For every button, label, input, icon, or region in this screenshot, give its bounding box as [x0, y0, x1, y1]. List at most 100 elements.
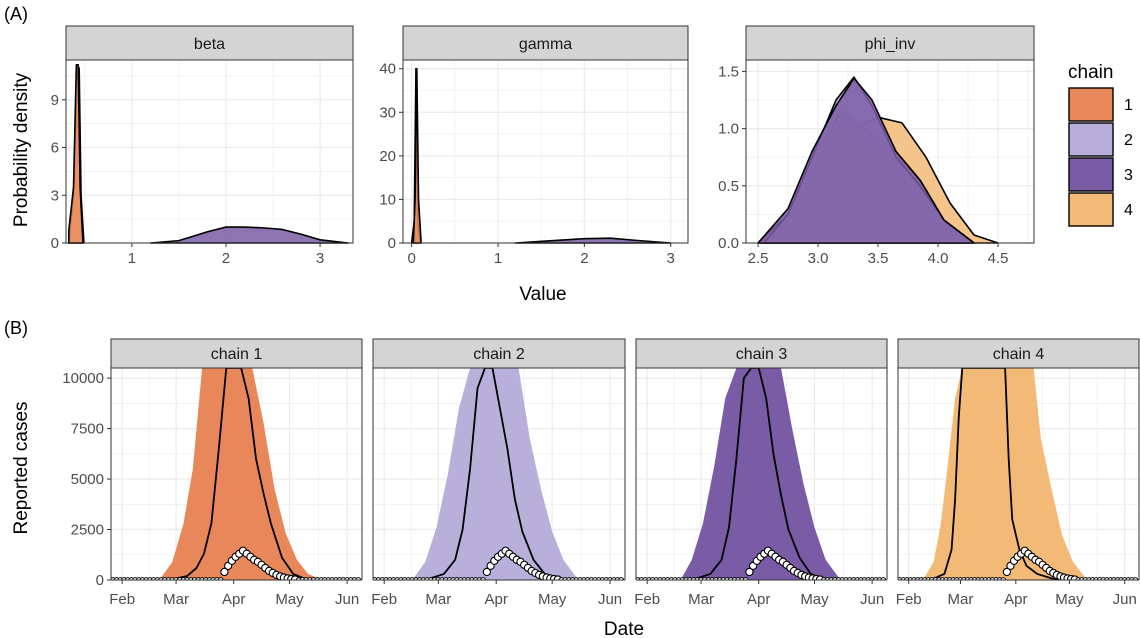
y-tick-label: 2500 [71, 522, 104, 539]
facet-phi_inv: phi_inv 2.5 3.0 3.5 4.0 4.5 0.0 0.5 1.0 1.5 [718, 25, 1035, 267]
median-line [637, 368, 886, 580]
legend-key-chain-1 [1068, 87, 1114, 122]
facet-beta: beta 1 2 3 0 3 6 9 [51, 25, 354, 267]
y-tick-label: 0 [51, 235, 59, 252]
plot-border [745, 59, 1035, 244]
x-tick-label: 0 [407, 250, 415, 267]
y-tick-label: 9 [51, 92, 59, 109]
y-axis-label-b: Reported cases [11, 401, 32, 534]
x-tick-label: Jun [860, 591, 884, 608]
prediction-band [159, 368, 323, 580]
x-tick-label: 3 [316, 250, 324, 267]
panel-label-b: (B) [4, 318, 28, 338]
legend: chain 1 2 3 4 [1068, 62, 1133, 227]
prediction-band [680, 368, 841, 580]
y-tick-label: 40 [379, 61, 396, 78]
x-tick-label: Feb [634, 591, 660, 608]
y-tick-label: 30 [379, 104, 396, 121]
x-tick-label: Apr [222, 591, 245, 608]
y-tick-label: 7500 [71, 421, 104, 438]
x-tick-label: Jun [335, 591, 359, 608]
legend-key-chain-3 [1068, 157, 1114, 192]
prediction-band [922, 368, 1088, 580]
y-tick-label: 5000 [71, 471, 104, 488]
x-tick-label: Apr [1004, 591, 1027, 608]
legend-title: chain [1068, 62, 1113, 83]
plot-border [402, 59, 689, 244]
facet-strip [110, 338, 363, 369]
x-tick-label: 4.5 [988, 250, 1009, 267]
x-tick-label: Jun [1113, 591, 1137, 608]
facet-strip-phi_inv [745, 25, 1035, 61]
y-tick-label: 10 [379, 191, 396, 208]
y-tick-label: 6 [51, 140, 59, 157]
observed-point [482, 567, 492, 577]
x-tick-label: Apr [747, 591, 770, 608]
density-area-chain-1 [68, 63, 84, 244]
y-tick-label: 20 [379, 148, 396, 165]
x-tick-label: 3.5 [868, 250, 889, 267]
x-tick-label: May [538, 591, 567, 608]
observed-point [1002, 567, 1012, 577]
legend-label-chain-3: 3 [1124, 167, 1133, 184]
facet-chain-1: chain 1 Feb Mar Apr May Jun 0 2500 5000 7500 10000 [62, 338, 363, 608]
x-tick-label: 1 [494, 250, 502, 267]
facet-strip-label: chain 2 [473, 346, 525, 363]
x-tick-label: Mar [163, 591, 189, 608]
plot-background [66, 60, 353, 243]
prediction-band [412, 368, 579, 580]
x-tick-label: Mar [425, 591, 451, 608]
x-tick-label: Mar [948, 591, 974, 608]
x-tick-label: Feb [896, 591, 922, 608]
x-tick-label: 2.5 [748, 250, 769, 267]
x-tick-label: Feb [371, 591, 397, 608]
x-tick-label: Jun [598, 591, 622, 608]
y-tick-label: 3 [51, 187, 59, 204]
density-area-chain-3 [757, 77, 975, 244]
panel-label-a: (A) [4, 4, 28, 24]
median-line [374, 368, 624, 580]
y-tick-label: 1.0 [718, 121, 739, 138]
median-line [112, 368, 361, 580]
x-tick-label: Feb [109, 591, 135, 608]
y-tick-label: 0 [388, 235, 396, 252]
x-tick-label: 2 [580, 250, 588, 267]
x-tick-label: 3.0 [808, 250, 829, 267]
facet-strip [635, 338, 888, 369]
x-tick-label: May [800, 591, 829, 608]
x-tick-label: 3 [667, 250, 675, 267]
legend-label-chain-4: 4 [1124, 202, 1133, 219]
y-tick-label: 1.5 [718, 63, 739, 80]
facet-chain-3: chain 3 Feb Mar Apr May Jun [634, 338, 888, 608]
legend-label-chain-1: 1 [1124, 97, 1133, 114]
facet-chain-2: chain 2 Feb Mar Apr May Jun [371, 338, 626, 608]
y-tick-label: 10000 [62, 370, 104, 387]
density-area-chain-3 [149, 226, 350, 244]
x-tick-label: 1 [128, 250, 136, 267]
x-axis-label-b: Date [604, 619, 644, 638]
x-tick-label: 4.0 [928, 250, 949, 267]
facet-strip-label: chain 3 [736, 346, 788, 363]
facet-strip-beta [65, 25, 354, 61]
x-tick-label: Apr [485, 591, 508, 608]
x-tick-label: Mar [688, 591, 714, 608]
facet-strip-label: gamma [519, 36, 572, 53]
x-tick-label: May [275, 591, 304, 608]
plot-border [65, 59, 354, 244]
legend-label-chain-2: 2 [1124, 132, 1133, 149]
legend-key-chain-2 [1068, 122, 1114, 157]
x-axis-label-a: Value [519, 284, 566, 305]
y-axis-label-a: Probability density [11, 72, 32, 227]
facet-strip-label: phi_inv [865, 36, 916, 53]
facet-strip-label: chain 1 [211, 346, 263, 363]
facet-chain-4: chain 4 Feb Mar Apr May Jun [896, 338, 1140, 608]
observed-point [220, 567, 229, 577]
legend-key-chain-4 [1068, 192, 1114, 227]
y-tick-label: 0 [96, 572, 104, 589]
panel-b-predictions: chain 1 Feb Mar Apr May Jun 0 2500 5000 7500 10000… [62, 338, 1140, 608]
facet-strip-label: beta [194, 36, 225, 53]
y-tick-label: 0.0 [718, 235, 739, 252]
